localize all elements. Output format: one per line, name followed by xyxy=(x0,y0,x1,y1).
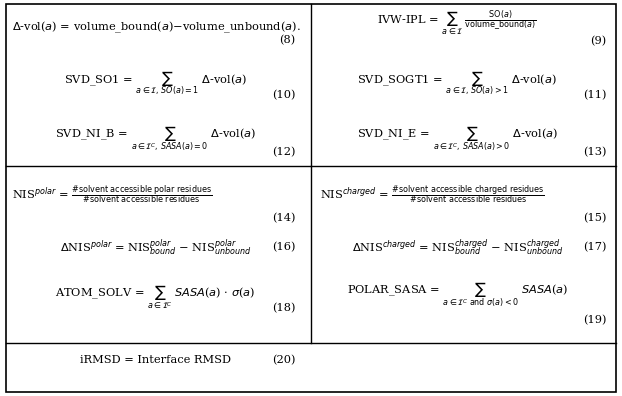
Text: (18): (18) xyxy=(272,303,295,313)
FancyBboxPatch shape xyxy=(6,4,616,392)
Text: NIS$^{charged}$ = $\frac{\#\mathrm{solvent\ accessible\ charged\ residues}}{\#\m: NIS$^{charged}$ = $\frac{\#\mathrm{solve… xyxy=(320,183,545,206)
Text: $\Delta$NIS$^{polar}$ = NIS$^{polar}_{bound}$ − NIS$^{polar}_{unbound}$: $\Delta$NIS$^{polar}$ = NIS$^{polar}_{bo… xyxy=(60,237,251,258)
Text: POLAR_SASA = $\sum_{a\in\mathcal{I}^C\mathrm{\ and\ }\sigma(a)<0}$ $SASA$($a$): POLAR_SASA = $\sum_{a\in\mathcal{I}^C\ma… xyxy=(346,281,568,309)
Text: (14): (14) xyxy=(272,213,295,224)
Text: (19): (19) xyxy=(583,315,606,325)
Text: SVD_NI_B = $\sum_{a\in\mathcal{I}^C,\,SASA(a)=0}$ $\Delta$-vol($a$): SVD_NI_B = $\sum_{a\in\mathcal{I}^C,\,SA… xyxy=(55,124,256,153)
Text: SVD_SOGT1 = $\sum_{a\in\mathcal{I},\,SO(a)>1}$ $\Delta$-vol($a$): SVD_SOGT1 = $\sum_{a\in\mathcal{I},\,SO(… xyxy=(357,69,557,97)
Text: IVW-IPL = $\sum_{a\in\mathcal{I}}$ $\frac{\mathrm{SO}(a)}{\mathrm{volume\_bound}: IVW-IPL = $\sum_{a\in\mathcal{I}}$ $\fra… xyxy=(378,9,537,38)
Text: $\Delta$NIS$^{charged}$ = NIS$^{charged}_{bound}$ − NIS$^{charged}_{unbound}$: $\Delta$NIS$^{charged}$ = NIS$^{charged}… xyxy=(351,237,563,258)
Text: (16): (16) xyxy=(272,242,295,253)
Text: (15): (15) xyxy=(583,213,606,224)
Text: NIS$^{polar}$ = $\frac{\#\mathrm{solvent\ accessible\ polar\ residues}}{\#\mathr: NIS$^{polar}$ = $\frac{\#\mathrm{solvent… xyxy=(12,183,213,206)
Text: (17): (17) xyxy=(583,242,606,253)
Text: (11): (11) xyxy=(583,90,606,100)
Text: ATOM_SOLV = $\sum_{a\in\mathcal{I}^C}$ $SASA$($a$) $\cdot$ $\sigma$($a$): ATOM_SOLV = $\sum_{a\in\mathcal{I}^C}$ $… xyxy=(55,283,256,311)
Text: (12): (12) xyxy=(272,147,295,157)
Text: SVD_NI_E = $\sum_{a\in\mathcal{I}^C,\,SASA(a)>0}$ $\Delta$-vol($a$): SVD_NI_E = $\sum_{a\in\mathcal{I}^C,\,SA… xyxy=(356,124,558,153)
Text: iRMSD = Interface RMSD: iRMSD = Interface RMSD xyxy=(80,355,231,366)
Text: SVD_SO1 = $\sum_{a\in\mathcal{I},\,SO(a)=1}$ $\Delta$-vol($a$): SVD_SO1 = $\sum_{a\in\mathcal{I},\,SO(a)… xyxy=(64,69,247,97)
Text: $\Delta$-vol($a$) = volume_bound($a$)−volume_unbound($a$).: $\Delta$-vol($a$) = volume_bound($a$)−vo… xyxy=(12,20,301,35)
Text: (20): (20) xyxy=(272,355,295,366)
Text: (8): (8) xyxy=(279,34,295,45)
Text: (13): (13) xyxy=(583,147,606,157)
Text: (9): (9) xyxy=(590,36,606,47)
Text: (10): (10) xyxy=(272,90,295,100)
